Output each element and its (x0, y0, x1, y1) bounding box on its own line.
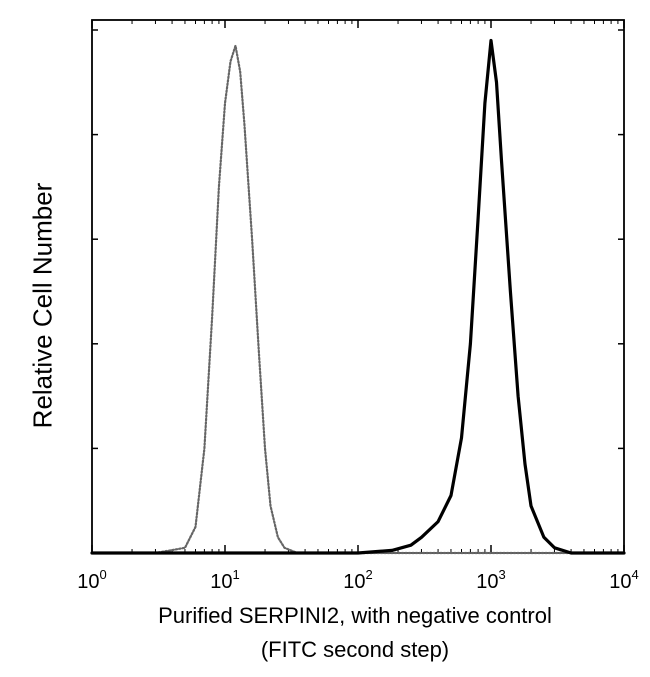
x-tick-base: 10 (77, 571, 99, 593)
x-tick-label: 103 (476, 567, 505, 593)
y-axis-label-text: Relative Cell Number (27, 182, 58, 428)
y-axis-label: Relative Cell Number (18, 60, 68, 550)
x-tick-exponent: 2 (366, 567, 373, 582)
x-axis-ticks: 100 101 102 103 104 (77, 20, 639, 593)
x-tick-label: 101 (210, 567, 239, 593)
x-axis-label: Purified SERPINI2, with negative control (158, 603, 552, 628)
histogram-curve-control (90, 44, 626, 555)
y-axis-ticks (92, 29, 624, 554)
x-tick-label: 104 (609, 567, 638, 593)
x-tick-label: 102 (343, 567, 372, 593)
x-tick-exponent: 3 (499, 567, 506, 582)
x-tick-base: 10 (476, 571, 498, 593)
x-tick-exponent: 1 (233, 567, 240, 582)
x-tick-exponent: 4 (632, 567, 639, 582)
x-tick-base: 10 (609, 571, 631, 593)
plot-frame (91, 19, 625, 554)
histogram-curve-sample (90, 38, 626, 555)
x-tick-label: 100 (77, 567, 106, 593)
x-tick-base: 10 (210, 571, 232, 593)
x-tick-exponent: 0 (100, 567, 107, 582)
series-layer (90, 38, 626, 555)
x-axis-sublabel: (FITC second step) (260, 637, 450, 662)
x-tick-base: 10 (343, 571, 365, 593)
